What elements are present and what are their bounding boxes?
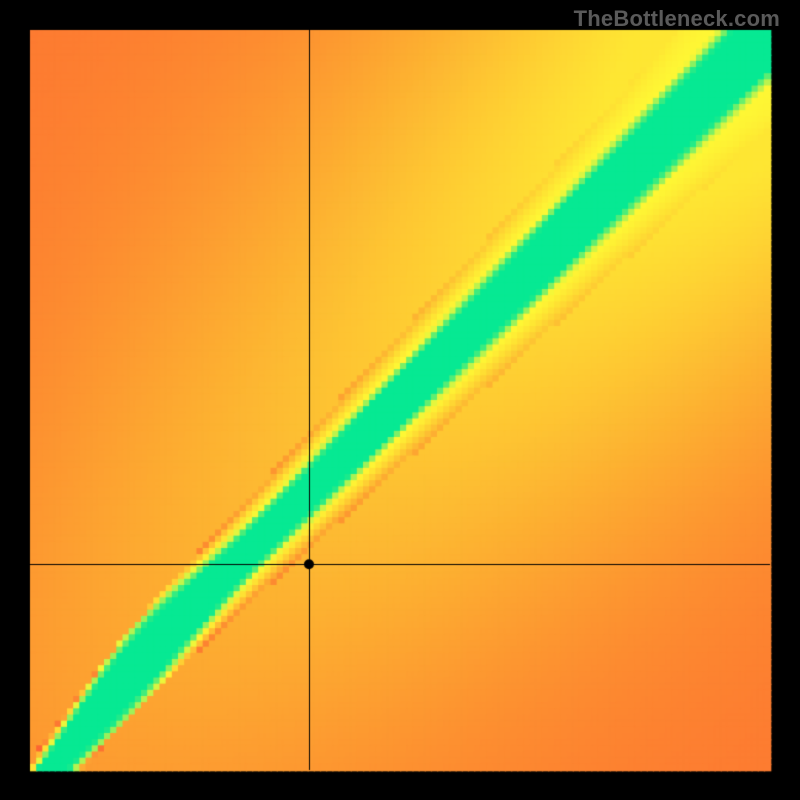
heatmap-canvas (0, 0, 800, 800)
chart-container: TheBottleneck.com (0, 0, 800, 800)
watermark-text: TheBottleneck.com (574, 6, 780, 32)
